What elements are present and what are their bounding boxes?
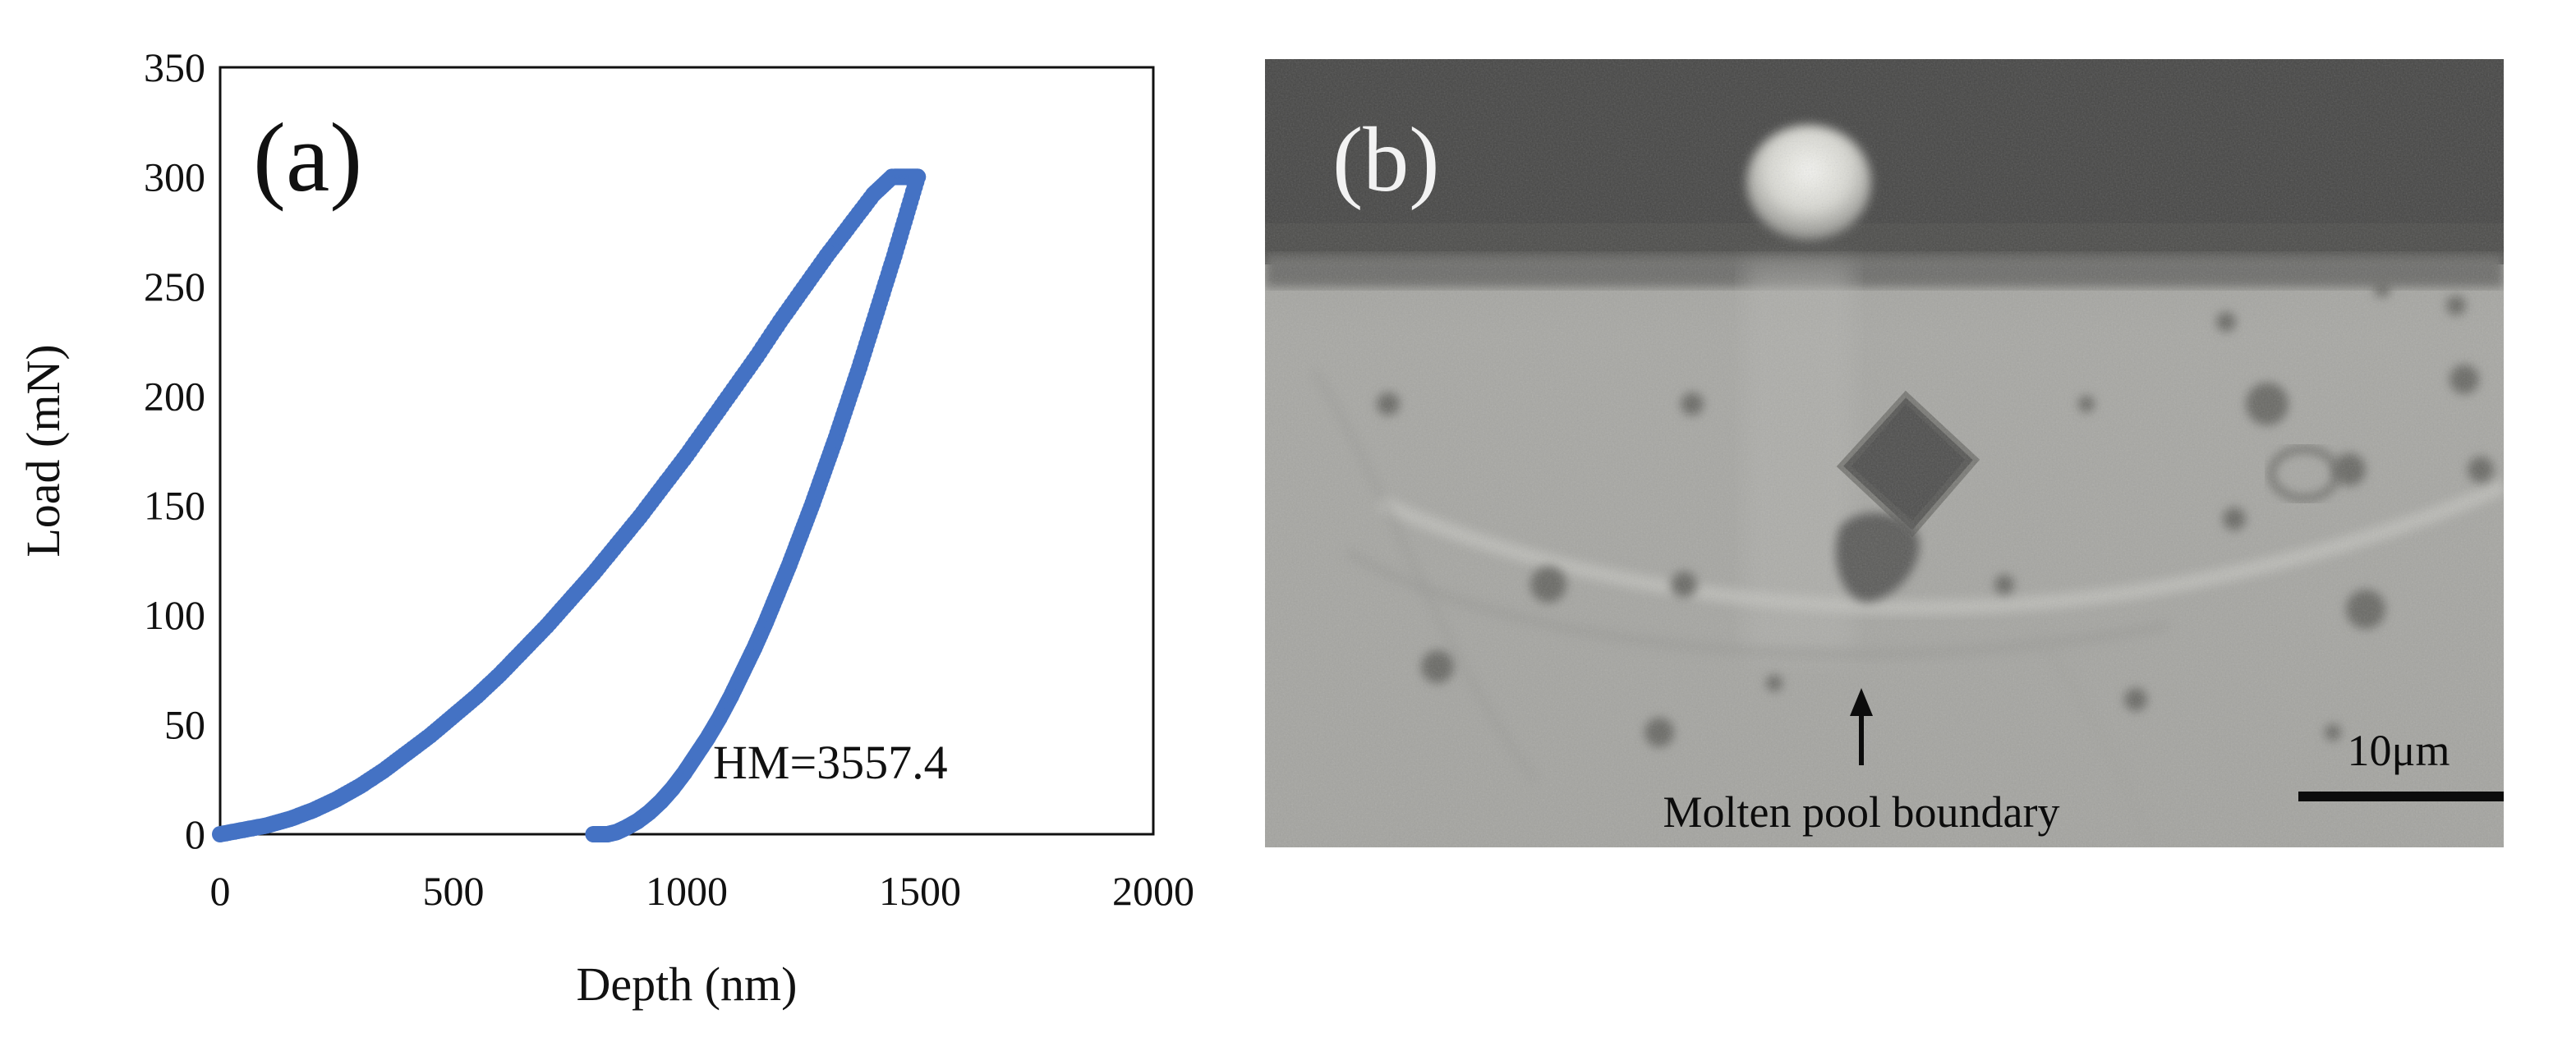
plot-frame	[218, 66, 1155, 836]
data-points	[212, 168, 927, 842]
x-tick-label: 500	[423, 868, 485, 914]
y-tick-label: 50	[164, 702, 205, 748]
hm-annotation: HM=3557.4	[713, 736, 948, 789]
y-tick-label: 150	[144, 483, 205, 529]
y-axis-ticks: 0 50 100 150 200 250 300 350	[144, 44, 205, 857]
scale-bar-label: 10μm	[2348, 726, 2450, 775]
x-tick-label: 2000	[1112, 868, 1194, 914]
boundary-arrow	[1850, 688, 1873, 765]
x-tick-label: 0	[210, 868, 231, 914]
y-tick-label: 0	[185, 811, 205, 857]
x-tick-label: 1500	[879, 868, 961, 914]
y-tick-label: 100	[144, 592, 205, 638]
y-tick-label: 200	[144, 373, 205, 419]
y-axis-title: Load (mN)	[16, 344, 70, 557]
x-tick-label: 1000	[646, 868, 728, 914]
y-tick-label: 250	[144, 264, 205, 310]
x-axis-ticks: 0 500 1000 1500 2000	[210, 868, 1195, 914]
panel-label-b: (b)	[1332, 109, 1440, 211]
scale-bar	[2298, 792, 2504, 801]
data-point-unloading	[585, 826, 602, 842]
sem-micrograph: (b) Molten pool boundary 10μm	[1265, 59, 2504, 847]
y-tick-label: 350	[144, 44, 205, 90]
panel-label-a: (a)	[253, 103, 362, 212]
x-axis-title: Depth (nm)	[577, 957, 798, 1011]
load-depth-chart: 0 50 100 150 200 250 300 350 0 500 1000 1500 2000 (…	[16, 44, 1194, 1011]
y-tick-label: 300	[144, 154, 205, 200]
boundary-label: Molten pool boundary	[1663, 787, 2060, 837]
